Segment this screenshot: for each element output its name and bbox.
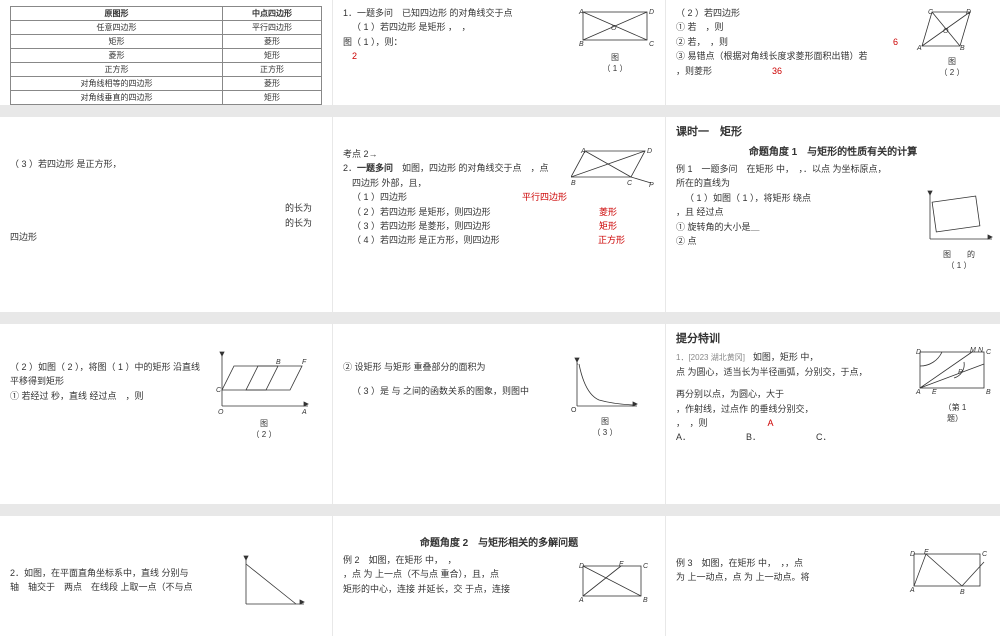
svg-text:D: D bbox=[966, 9, 971, 16]
c21-l3: 四边形 bbox=[10, 230, 322, 244]
svg-text:C: C bbox=[216, 387, 222, 394]
svg-text:A: A bbox=[578, 9, 584, 16]
figure-curve: O 图（ 3 ） bbox=[569, 354, 641, 438]
svg-text:B: B bbox=[986, 389, 991, 396]
svg-text:M: M bbox=[970, 347, 976, 354]
figure-1: A D B C O 图 （ 1 ） bbox=[575, 6, 655, 74]
svg-text:O: O bbox=[611, 25, 617, 32]
table-cell: 菱形 bbox=[223, 35, 322, 49]
svg-text:P: P bbox=[649, 182, 654, 187]
svg-text:C: C bbox=[986, 349, 992, 356]
svg-text:C: C bbox=[649, 41, 655, 48]
table-cell: 矩形 bbox=[223, 49, 322, 63]
cell-22: 考点 2→ 2．一题多问 如图，四边形 的对角线交于点 ，点 四边形 外部，且，… bbox=[333, 117, 666, 312]
figure-parallelogram: A D B C P bbox=[571, 147, 655, 187]
cell-41: 2．如图，在平面直角坐标系中，直线 分别与 轴 轴交于 两点 在线段 上取一点（… bbox=[0, 516, 333, 636]
table-cell: 菱形 bbox=[11, 49, 223, 63]
svg-text:B: B bbox=[276, 359, 281, 366]
svg-text:D: D bbox=[649, 9, 654, 16]
svg-text:C: C bbox=[627, 180, 633, 187]
c21-l2a: 的长为 bbox=[10, 201, 312, 215]
svg-text:B: B bbox=[960, 589, 965, 596]
table-cell: 正方形 bbox=[223, 63, 322, 77]
svg-text:B: B bbox=[571, 180, 576, 187]
cell-43: 例 3 如图，在矩形 中， ，，点 为 上一动点，点 为 上一动点。将 DE C… bbox=[666, 516, 1000, 636]
svg-text:D: D bbox=[910, 551, 915, 558]
table-cell: 矩形 bbox=[11, 35, 223, 49]
cell-12: 1．一题多问 已知四边形 的对角线交于点 （ 1 ）若四边形 是矩形 ， ， 图… bbox=[333, 0, 666, 105]
c13-l1: （ 2 ）若四边形 bbox=[676, 6, 914, 20]
svg-text:A: A bbox=[909, 587, 915, 594]
svg-text:O: O bbox=[218, 409, 224, 416]
table-cell: 对角线垂直的四边形 bbox=[11, 91, 223, 105]
svg-text:N: N bbox=[978, 347, 984, 354]
svg-text:A: A bbox=[580, 148, 586, 155]
svg-text:B: B bbox=[579, 41, 584, 48]
svg-text:A: A bbox=[578, 597, 584, 604]
table-cell: 任意四边形 bbox=[11, 21, 223, 35]
c21-l2b: 的长为 bbox=[10, 216, 312, 230]
svg-text:B: B bbox=[643, 597, 648, 604]
figure-construct: AB CD EM NP （第 1题） bbox=[914, 344, 996, 424]
figure-shift: OA CB F 图（ 2 ） bbox=[216, 346, 312, 440]
c21-l1: （ 3 ）若四边形 是正方形， bbox=[10, 157, 322, 171]
cell-23: 课时一 矩形 命题角度 1 与矩形的性质有关的计算 例 1 一题多问 在矩形 中… bbox=[666, 117, 1000, 312]
cell-table: 原图形中点四边形 任意四边形平行四边形矩形菱形菱形矩形正方形正方形对角线相等的四… bbox=[0, 0, 333, 105]
svg-text:E: E bbox=[619, 561, 624, 568]
svg-text:D: D bbox=[916, 349, 921, 356]
table-cell: 矩形 bbox=[223, 91, 322, 105]
th-mid: 中点四边形 bbox=[223, 7, 322, 21]
figure-axes-1: 图 的（ 1 ） bbox=[922, 187, 996, 271]
table-cell: 菱形 bbox=[223, 77, 322, 91]
figure-41 bbox=[238, 552, 308, 612]
section-title: 课时一 矩形 bbox=[676, 123, 990, 139]
svg-text:C: C bbox=[982, 551, 988, 558]
c13-l5: ，则菱形 bbox=[676, 66, 712, 76]
c13-a5: 36 bbox=[772, 66, 782, 76]
svg-text:A: A bbox=[301, 409, 307, 416]
svg-text:F: F bbox=[302, 359, 307, 366]
figure-43: D E C A B bbox=[908, 548, 994, 596]
svg-text:C: C bbox=[928, 9, 934, 16]
subtitle-2: 命题角度 2 与矩形相关的多解问题 bbox=[343, 534, 655, 549]
svg-text:P: P bbox=[958, 369, 963, 376]
svg-text:E: E bbox=[924, 549, 929, 556]
svg-text:O: O bbox=[571, 407, 577, 414]
table-cell: 正方形 bbox=[223, 105, 322, 106]
fig1-b: （ 1 ） bbox=[603, 64, 628, 73]
svg-text:C: C bbox=[643, 563, 649, 570]
cell-33: 提分特训 1．[2023 湖北黄冈] 如图，矩形 中， 点 为圆心，适当长为半径… bbox=[666, 324, 1000, 504]
c13-l4: ③ 易错点（根据对角线长度求菱形面积出错）若 bbox=[676, 49, 914, 63]
subtitle-1: 命题角度 1 与矩形的性质有关的计算 bbox=[676, 143, 990, 158]
svg-text:E: E bbox=[932, 389, 937, 396]
svg-text:B: B bbox=[960, 45, 965, 52]
cell-31: （ 2 ）如图（ 2 ），将图（ 1 ）中的矩形 沿直线 平移得到矩形 ① 若经… bbox=[0, 324, 333, 504]
fig1-a: 图 bbox=[611, 53, 619, 62]
cell-32: ② 设矩形 与矩形 重叠部分的面积为 （ 3 ）是 与 之间的函数关系的图象，则… bbox=[333, 324, 666, 504]
cell-13: （ 2 ）若四边形 ① 若 ，则 ② 若， ，则 6 ③ 易错点（根据对角线长度求… bbox=[666, 0, 1000, 105]
figure-42: D E C A B bbox=[577, 560, 649, 604]
table-cell: 平行四边形 bbox=[223, 21, 322, 35]
svg-text:D: D bbox=[579, 563, 584, 570]
table-cell: 对角线相等的四边形 bbox=[11, 77, 223, 91]
midpoint-table: 原图形中点四边形 任意四边形平行四边形矩形菱形菱形矩形正方形正方形对角线相等的四… bbox=[10, 6, 322, 105]
c13-a3: 6 bbox=[893, 35, 898, 49]
table-cell: 正方形 bbox=[11, 63, 223, 77]
rhombus-icon: D C A B O bbox=[914, 6, 978, 54]
cell-21: （ 3 ）若四边形 是正方形， 的长为 的长为 四边形 bbox=[0, 117, 333, 312]
svg-text:D: D bbox=[647, 148, 652, 155]
table-cell: 对角线垂直且相等的四边形 bbox=[11, 105, 223, 106]
th-src: 原图形 bbox=[11, 7, 223, 21]
cell-42: 命题角度 2 与矩形相关的多解问题 例 2 如图，在矩形 中， ， ，点 为 上… bbox=[333, 516, 666, 636]
c13-l2: ① 若 ，则 bbox=[676, 20, 914, 34]
svg-text:O: O bbox=[943, 28, 949, 35]
svg-text:A: A bbox=[915, 389, 921, 396]
c13-l3: ② 若， ，则 bbox=[676, 37, 728, 47]
svg-text:A: A bbox=[916, 45, 922, 52]
